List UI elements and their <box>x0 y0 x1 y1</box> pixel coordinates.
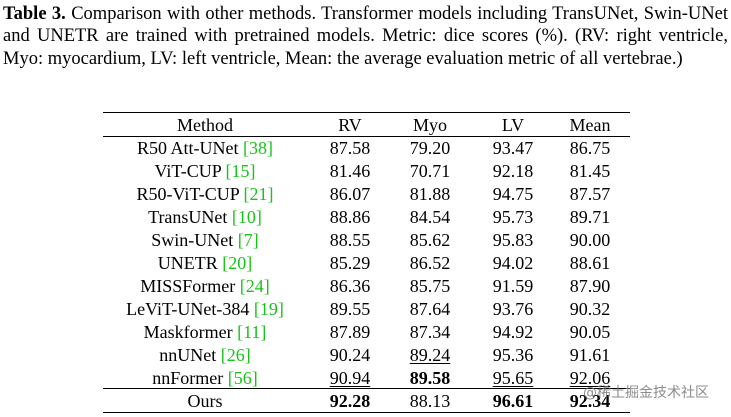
value-cell: 86.52 <box>409 253 451 273</box>
rule <box>103 112 630 114</box>
value-cell: 94.75 <box>492 184 534 204</box>
value-cell: 86.75 <box>569 138 611 158</box>
method-name: Maskformer <box>143 322 233 342</box>
method-cell: R50 Att-UNet [38] <box>137 137 273 159</box>
method-name: UNETR <box>157 253 218 273</box>
value-cell: 92.06 <box>569 368 611 388</box>
citation: [56] <box>227 368 258 388</box>
value-cell: 86.07 <box>329 184 371 204</box>
value-cell: 95.36 <box>492 345 534 365</box>
citation: [20] <box>222 253 253 273</box>
value-cell: 95.83 <box>492 230 534 250</box>
citation: [38] <box>243 138 273 158</box>
method-cell: UNETR [20] <box>158 252 253 274</box>
rule <box>103 412 630 414</box>
citation: [21] <box>243 184 274 204</box>
method-name: LeViT-UNet-384 <box>126 299 250 319</box>
citation: [10] <box>231 207 262 227</box>
value-cell: 81.45 <box>569 161 611 181</box>
method-name: Swin-UNet <box>151 230 234 250</box>
value-cell: 92.28 <box>329 391 371 411</box>
caption: Table 3. Comparison with other methods. … <box>3 3 728 70</box>
value-cell: 94.92 <box>492 322 534 342</box>
value-cell: 87.89 <box>329 322 371 342</box>
header-cell: Method <box>177 115 233 135</box>
value-cell: 93.47 <box>492 138 534 158</box>
method-name: ViT-CUP <box>154 161 222 181</box>
method-cell: nnUNet [26] <box>159 344 251 366</box>
value-cell: 89.24 <box>409 345 451 365</box>
header-cell: Mean <box>569 115 611 135</box>
value-cell: 84.54 <box>409 207 451 227</box>
value-cell: 85.62 <box>409 230 451 250</box>
method-cell: nnFormer [56] <box>152 367 258 389</box>
value-cell: 95.73 <box>492 207 534 227</box>
value-cell: 85.29 <box>329 253 371 273</box>
value-cell: 87.64 <box>409 299 451 319</box>
value-cell: 93.76 <box>492 299 534 319</box>
value-cell: 91.59 <box>492 276 534 296</box>
citation: [19] <box>253 299 284 319</box>
value-cell: 91.61 <box>569 345 611 365</box>
citation: [26] <box>220 345 251 365</box>
value-cell: 86.36 <box>329 276 371 296</box>
value-cell: 81.88 <box>409 184 451 204</box>
value-cell: 81.46 <box>329 161 371 181</box>
method-name: nnFormer <box>152 368 224 388</box>
value-cell: 87.90 <box>569 276 611 296</box>
method-cell: MISSFormer [24] <box>140 275 270 297</box>
rule <box>103 388 630 389</box>
value-cell: 88.86 <box>329 207 371 227</box>
method-cell: ViT-CUP [15] <box>154 160 255 182</box>
value-cell: 89.58 <box>409 368 451 388</box>
header-cell: LV <box>501 115 525 135</box>
method-cell: Maskformer [11] <box>144 321 267 343</box>
value-cell: 79.20 <box>409 138 451 158</box>
method-name: Ours <box>187 391 223 411</box>
method-cell: R50-ViT-CUP [21] <box>136 183 273 205</box>
value-cell: 88.55 <box>329 230 371 250</box>
value-cell: 87.58 <box>329 138 371 158</box>
value-cell: 70.71 <box>409 161 451 181</box>
value-cell: 88.13 <box>409 391 451 411</box>
value-cell: 92.18 <box>492 161 534 181</box>
method-name: R50 Att-UNet <box>137 138 239 158</box>
method-name: nnUNet <box>159 345 217 365</box>
value-cell: 94.02 <box>492 253 534 273</box>
value-cell: 90.32 <box>569 299 611 319</box>
watermark: @稀土掘金技术社区 <box>583 385 709 401</box>
citation: [24] <box>239 276 270 296</box>
header-cell: Myo <box>412 115 448 135</box>
method-cell: Swin-UNet [7] <box>151 229 259 251</box>
method-cell: LeViT-UNet-384 [19] <box>126 298 284 320</box>
value-cell: 90.00 <box>569 230 611 250</box>
value-cell: 87.34 <box>409 322 451 342</box>
value-cell: 95.65 <box>492 368 534 388</box>
value-cell: 88.61 <box>569 253 611 273</box>
value-cell: 90.24 <box>329 345 371 365</box>
method-name: TransUNet <box>148 207 228 227</box>
method-name: R50-ViT-CUP <box>136 184 240 204</box>
value-cell: 90.94 <box>329 368 371 388</box>
rule <box>103 136 630 137</box>
citation: [7] <box>237 230 259 250</box>
value-cell: 92.34 <box>569 391 611 411</box>
citation: [15] <box>225 161 256 181</box>
caption-text: Comparison with other methods. Transform… <box>3 4 728 69</box>
caption-label: Table 3. <box>3 4 66 24</box>
value-cell: 89.55 <box>329 299 371 319</box>
value-cell: 85.75 <box>409 276 451 296</box>
value-cell: 87.57 <box>569 184 611 204</box>
citation: [11] <box>237 322 267 342</box>
value-cell: 89.71 <box>569 207 611 227</box>
method-cell: Ours <box>188 390 223 412</box>
method-cell: TransUNet [10] <box>148 206 262 228</box>
value-cell: 90.05 <box>569 322 611 342</box>
header-cell: RV <box>338 115 362 135</box>
method-name: MISSFormer <box>140 276 236 296</box>
value-cell: 96.61 <box>492 391 534 411</box>
